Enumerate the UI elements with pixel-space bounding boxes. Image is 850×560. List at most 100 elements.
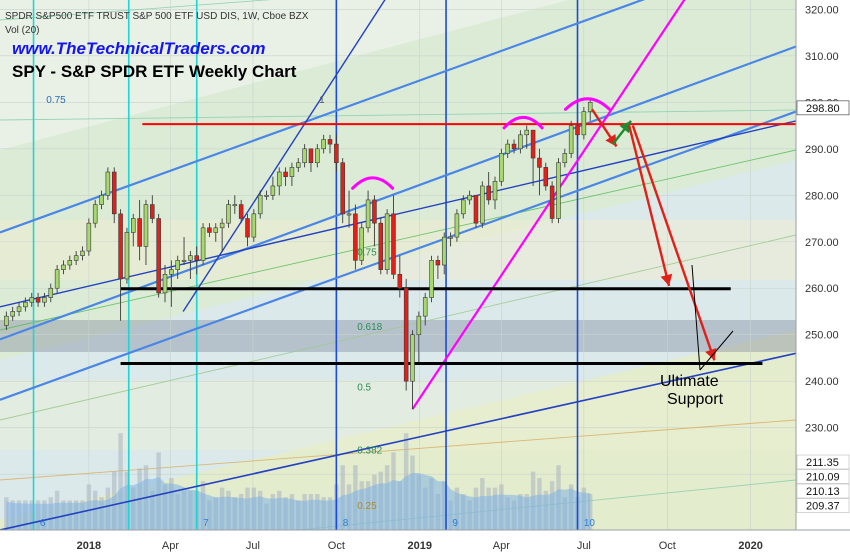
candle-body-26	[169, 269, 174, 275]
arrow-target-244-shaft	[631, 125, 716, 361]
candle-body-62	[397, 273, 403, 289]
arc-0	[351, 176, 395, 190]
chart-title: SPY - S&P SPDR ETF Weekly Chart	[12, 62, 297, 81]
candle-body-22	[143, 204, 149, 247]
candle-3	[23, 297, 28, 312]
candle-body-60	[384, 213, 390, 270]
candle-body-33	[213, 227, 219, 233]
fib-label-3: 0.618	[357, 322, 382, 333]
candle-body-18	[118, 213, 123, 280]
cycle-label-1: 7	[203, 518, 209, 529]
price-badge-box-2	[796, 469, 850, 484]
candle-body-41	[264, 194, 269, 197]
candle-40	[257, 190, 263, 219]
candle-45	[289, 162, 295, 186]
candle-46	[296, 158, 301, 173]
candle-28	[181, 237, 187, 265]
candle-body-11	[73, 255, 79, 261]
fan-line-2	[0, 149, 796, 331]
candle-body-24	[156, 218, 161, 294]
trendline-5	[182, 0, 386, 312]
candle-body-81	[518, 134, 523, 150]
candle-38	[245, 213, 250, 247]
candle-body-68	[435, 260, 441, 266]
candle-body-91	[581, 111, 587, 136]
fib-label-4: 0.5	[357, 383, 371, 394]
candle-body-39	[251, 213, 257, 238]
candle-body-19	[124, 232, 130, 280]
volume-average-area	[6, 473, 591, 530]
candle-body-34	[219, 222, 225, 229]
time-axis	[0, 530, 850, 560]
candle-body-46	[296, 162, 301, 168]
x-tick-label-7: Oct	[659, 540, 676, 552]
candle-body-14	[92, 204, 98, 224]
candle-82	[524, 125, 530, 149]
candle-body-3	[23, 301, 28, 308]
x-tick-label-5: Apr	[493, 540, 510, 552]
candle-47	[302, 144, 307, 168]
candle-51	[327, 134, 333, 154]
annotation-line2: Support	[667, 391, 724, 408]
candle-67	[429, 255, 434, 303]
candle-59	[378, 218, 384, 275]
candle-19	[124, 227, 130, 284]
candle-29	[188, 251, 193, 279]
volume-bar-18	[118, 433, 123, 530]
candle-body-90	[575, 125, 580, 136]
candle-body-63	[403, 287, 409, 382]
website-label: www.TheTechnicalTraders.com	[12, 39, 266, 58]
candle-body-25	[162, 273, 168, 294]
trendline-2	[0, 0, 646, 234]
candle-body-73	[467, 194, 472, 201]
price-badge-box-1	[796, 454, 850, 470]
candle-41	[264, 190, 269, 200]
candle-83	[530, 129, 536, 186]
candle-body-61	[391, 213, 396, 275]
candle-body-67	[429, 260, 434, 298]
x-tick-label-1: Apr	[162, 540, 179, 552]
price-badge-label-0: 298.80	[806, 103, 840, 115]
candle-18	[118, 209, 123, 321]
candle-52	[334, 134, 339, 173]
y-tick-label-2: 240.00	[805, 376, 839, 388]
candle-body-4	[29, 297, 34, 303]
candle-53	[340, 158, 345, 224]
candle-71	[454, 209, 460, 242]
candle-13	[86, 218, 92, 256]
candle-body-29	[188, 255, 193, 261]
candle-body-92	[587, 101, 593, 112]
candle-7	[48, 283, 54, 303]
arrow-target-260-head	[660, 273, 673, 286]
candle-26	[169, 260, 174, 307]
cycle-label-3: 9	[452, 518, 458, 529]
candle-body-82	[524, 129, 530, 136]
candle-80	[511, 139, 517, 154]
candle-2	[16, 302, 22, 317]
candle-4	[29, 292, 34, 307]
candle-body-17	[111, 171, 117, 215]
cycle-label-0: 6	[40, 518, 46, 529]
x-tick-label-8: 2020	[738, 540, 762, 552]
candle-61	[391, 195, 396, 279]
candle-body-86	[549, 185, 555, 219]
horizontal-levels	[120, 123, 796, 366]
candle-body-8	[54, 269, 60, 289]
candle-body-23	[150, 204, 155, 219]
price-badge-4: 209.37	[796, 498, 850, 513]
x-tick-label-2: Jul	[246, 540, 260, 552]
price-badge-2: 210.09	[796, 469, 850, 484]
candle-body-44	[283, 171, 288, 177]
candle-85	[543, 162, 549, 191]
candle-body-48	[308, 148, 314, 164]
candle-42	[270, 176, 276, 200]
candle-35	[226, 199, 231, 228]
candle-6	[42, 292, 47, 307]
candle-body-13	[86, 222, 92, 252]
candle-21	[137, 199, 142, 261]
candle-body-50	[321, 139, 326, 150]
candle-body-85	[543, 167, 549, 187]
fan-line-4	[0, 419, 796, 481]
annotation-line1: Ultimate	[660, 373, 719, 390]
candle-50	[321, 134, 326, 154]
